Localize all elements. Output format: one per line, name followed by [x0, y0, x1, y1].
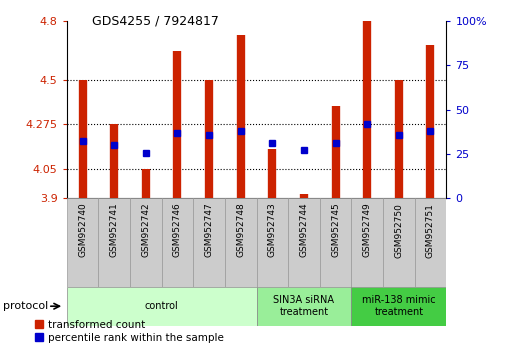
Text: GSM952746: GSM952746	[173, 202, 182, 257]
Text: SIN3A siRNA
treatment: SIN3A siRNA treatment	[273, 295, 334, 317]
Text: GDS4255 / 7924817: GDS4255 / 7924817	[92, 14, 219, 27]
Text: GSM952749: GSM952749	[363, 202, 372, 257]
Bar	[383, 198, 415, 287]
Bar	[225, 198, 256, 287]
Text: GSM952743: GSM952743	[268, 202, 277, 257]
Bar	[67, 287, 256, 326]
Text: GSM952751: GSM952751	[426, 202, 435, 258]
Text: GSM952748: GSM952748	[236, 202, 245, 257]
Text: control: control	[145, 301, 179, 311]
Text: GSM952741: GSM952741	[110, 202, 119, 257]
Bar	[415, 198, 446, 287]
Legend: transformed count, percentile rank within the sample: transformed count, percentile rank withi…	[31, 315, 228, 347]
Bar	[320, 198, 351, 287]
Text: GSM952745: GSM952745	[331, 202, 340, 257]
Text: GSM952744: GSM952744	[300, 202, 308, 257]
Text: miR-138 mimic
treatment: miR-138 mimic treatment	[362, 295, 436, 317]
Bar	[162, 198, 193, 287]
Bar	[98, 198, 130, 287]
Bar	[351, 287, 446, 326]
Bar	[256, 198, 288, 287]
Text: GSM952750: GSM952750	[394, 202, 403, 258]
Bar	[67, 198, 98, 287]
Text: GSM952742: GSM952742	[141, 202, 150, 257]
Text: GSM952740: GSM952740	[78, 202, 87, 257]
Bar	[256, 287, 351, 326]
Text: protocol: protocol	[3, 301, 48, 311]
Bar	[351, 198, 383, 287]
Bar	[193, 198, 225, 287]
Text: GSM952747: GSM952747	[205, 202, 213, 257]
Bar	[130, 198, 162, 287]
Bar	[288, 198, 320, 287]
